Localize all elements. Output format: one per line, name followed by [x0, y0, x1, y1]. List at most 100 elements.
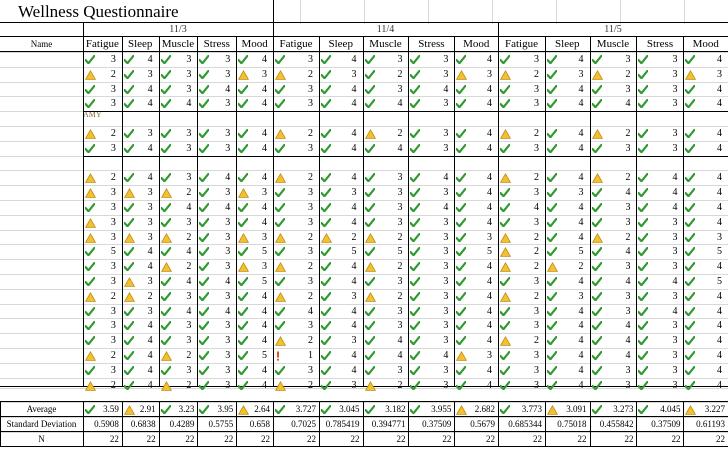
- rating-cell[interactable]: 5: [578, 246, 584, 258]
- rating-cell[interactable]: 4: [716, 305, 722, 317]
- rating-cell[interactable]: 3: [225, 335, 231, 347]
- rating-cell[interactable]: 3: [443, 54, 449, 65]
- stdev-cell[interactable]: 0.6838: [130, 419, 156, 429]
- rating-cell[interactable]: 4: [578, 379, 584, 391]
- rating-cell[interactable]: 4: [578, 54, 584, 65]
- rating-cell[interactable]: 4: [147, 54, 153, 65]
- rating-cell[interactable]: 4: [716, 261, 722, 273]
- rating-cell[interactable]: 4: [307, 305, 313, 317]
- rating-cell[interactable]: 3: [110, 98, 116, 110]
- rating-cell[interactable]: 2: [110, 128, 116, 139]
- rating-cell[interactable]: 4: [261, 335, 267, 347]
- rating-cell[interactable]: 3: [625, 216, 631, 228]
- rating-cell[interactable]: 4: [351, 216, 357, 228]
- rating-cell[interactable]: 3: [672, 216, 678, 228]
- rating-cell[interactable]: 2: [307, 379, 313, 391]
- average-cell[interactable]: 2.64: [254, 404, 270, 414]
- rating-cell[interactable]: 4: [716, 202, 722, 213]
- rating-cell[interactable]: 2: [625, 231, 631, 243]
- stdev-cell[interactable]: 0.658: [249, 419, 270, 429]
- rating-cell[interactable]: 3: [147, 202, 153, 213]
- rating-cell[interactable]: 4: [625, 335, 631, 347]
- rating-cell[interactable]: 3: [397, 276, 403, 287]
- rating-cell[interactable]: 3: [351, 379, 357, 391]
- rating-cell[interactable]: 4: [351, 98, 357, 110]
- rating-cell[interactable]: 3: [147, 68, 153, 80]
- rating-cell[interactable]: 2: [533, 335, 539, 347]
- rating-cell[interactable]: 3: [533, 305, 539, 317]
- rating-cell[interactable]: 3: [397, 364, 403, 376]
- rating-cell[interactable]: 4: [351, 350, 357, 361]
- rating-cell[interactable]: 2: [578, 261, 584, 273]
- rating-cell[interactable]: 3: [225, 261, 231, 273]
- rating-cell[interactable]: 3: [110, 83, 116, 95]
- rating-cell[interactable]: 4: [261, 305, 267, 317]
- rating-cell[interactable]: 3: [716, 231, 722, 243]
- rating-cell[interactable]: 3: [110, 54, 116, 65]
- rating-cell[interactable]: 3: [397, 305, 403, 317]
- rating-cell[interactable]: 4: [578, 172, 584, 184]
- rating-cell[interactable]: 4: [716, 54, 722, 65]
- rating-cell[interactable]: 4: [261, 172, 267, 184]
- rating-cell[interactable]: 3: [443, 290, 449, 302]
- rating-cell[interactable]: 3: [443, 68, 449, 80]
- rating-cell[interactable]: 3: [672, 98, 678, 110]
- rating-cell[interactable]: 4: [351, 276, 357, 287]
- rating-cell[interactable]: 3: [225, 320, 231, 332]
- rating-cell[interactable]: 3: [672, 246, 678, 258]
- stdev-cell[interactable]: 0.5755: [208, 419, 234, 429]
- count-cell[interactable]: 22: [442, 434, 452, 444]
- count-cell[interactable]: 22: [624, 434, 634, 444]
- rating-cell[interactable]: 3: [625, 261, 631, 273]
- rating-cell[interactable]: 4: [351, 261, 357, 273]
- rating-cell[interactable]: 3: [443, 246, 449, 258]
- rating-cell[interactable]: 4: [486, 290, 492, 302]
- rating-cell[interactable]: 4: [261, 379, 267, 391]
- rating-cell[interactable]: 2: [533, 290, 539, 302]
- rating-cell[interactable]: 2: [397, 128, 403, 139]
- rating-cell[interactable]: 3: [186, 320, 192, 332]
- average-cell[interactable]: 3.091: [566, 404, 587, 414]
- rating-cell[interactable]: 3: [307, 83, 313, 95]
- rating-cell[interactable]: 4: [486, 202, 492, 213]
- rating-cell[interactable]: 4: [351, 320, 357, 332]
- rating-cell[interactable]: 4: [147, 320, 153, 332]
- rating-cell[interactable]: 3: [578, 187, 584, 199]
- rating-cell[interactable]: 4: [486, 172, 492, 184]
- rating-cell[interactable]: 3: [261, 231, 267, 243]
- rating-cell[interactable]: 4: [578, 202, 584, 213]
- rating-cell[interactable]: 4: [578, 98, 584, 110]
- rating-cell[interactable]: 3: [186, 290, 192, 302]
- rating-cell[interactable]: 3: [533, 98, 539, 110]
- count-cell[interactable]: 22: [109, 434, 119, 444]
- rating-cell[interactable]: 3: [533, 216, 539, 228]
- rating-cell[interactable]: 3: [351, 68, 357, 80]
- rating-cell[interactable]: 4: [486, 54, 492, 65]
- rating-cell[interactable]: 3: [443, 142, 449, 154]
- rating-cell[interactable]: 3: [397, 216, 403, 228]
- rating-cell[interactable]: 4: [486, 98, 492, 110]
- rating-cell[interactable]: 4: [625, 187, 631, 199]
- rating-cell[interactable]: 3: [397, 187, 403, 199]
- rating-cell[interactable]: 4: [486, 261, 492, 273]
- average-cell[interactable]: 3.955: [431, 404, 452, 414]
- rating-cell[interactable]: 4: [261, 98, 267, 110]
- rating-cell[interactable]: 3: [110, 187, 116, 199]
- rating-cell[interactable]: 3: [261, 261, 267, 273]
- rating-cell[interactable]: 3: [307, 187, 313, 199]
- average-cell[interactable]: 4.045: [660, 404, 681, 414]
- rating-cell[interactable]: 3: [486, 68, 492, 80]
- rating-cell[interactable]: 3: [533, 142, 539, 154]
- rating-cell[interactable]: 4: [486, 305, 492, 317]
- rating-cell[interactable]: 4: [486, 142, 492, 154]
- count-cell[interactable]: 22: [715, 434, 725, 444]
- rating-cell[interactable]: 2: [110, 290, 116, 302]
- rating-cell[interactable]: 3: [672, 142, 678, 154]
- rating-cell[interactable]: 3: [397, 202, 403, 213]
- rating-cell[interactable]: 3: [486, 231, 492, 243]
- rating-cell[interactable]: 4: [397, 98, 403, 110]
- rating-cell[interactable]: 3: [186, 68, 192, 80]
- rating-cell[interactable]: 2: [397, 261, 403, 273]
- rating-cell[interactable]: 4: [625, 246, 631, 258]
- rating-cell[interactable]: 3: [351, 335, 357, 347]
